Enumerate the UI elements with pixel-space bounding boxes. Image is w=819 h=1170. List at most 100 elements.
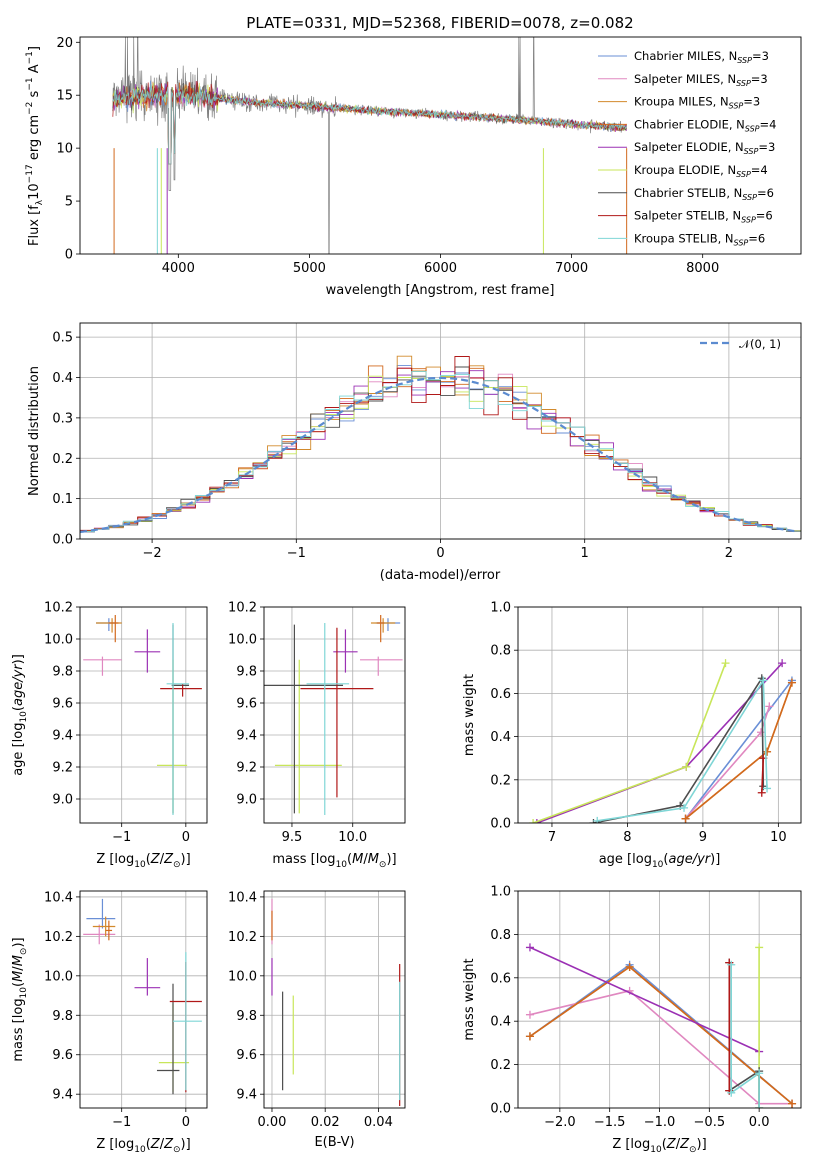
- y-tick-label: 0.0: [490, 817, 511, 832]
- y-tick-label: 10: [56, 142, 73, 157]
- y-tick-label: 9.6: [236, 1048, 257, 1063]
- y-tick-label: 0.8: [490, 928, 511, 943]
- weight-marker: [778, 659, 787, 668]
- x-tick-label: −1: [112, 1115, 131, 1130]
- y-tick-label: 0.1: [52, 492, 73, 507]
- y-axis-label: mass weight: [462, 958, 477, 1040]
- axes-frame: [263, 606, 406, 824]
- weight-marker: [682, 762, 691, 771]
- errorbar-chabrier-stelib: [156, 983, 180, 1095]
- weight-line: [684, 679, 793, 820]
- legend-entry: Kroupa ELODIE, NSSP=4: [634, 163, 768, 179]
- errorbar-chabrier-elodie: [377, 615, 385, 643]
- y-tick-label: 1.0: [490, 601, 511, 616]
- errorbar-kroupa-miles: [92, 916, 116, 937]
- axes-frame: [517, 890, 802, 1109]
- weight-marker: [763, 784, 772, 793]
- x-tick-label: 8: [623, 830, 631, 845]
- y-tick-label: 15: [56, 89, 73, 104]
- y-tick-label: 9.4: [52, 1088, 73, 1103]
- y-axis-label: age [log10(age/yr)]: [11, 654, 29, 776]
- mass-vs-metallicity-panel: −1 0 9.4 9.6 9.8 10.0 10.2 10.4 Z [log10(Z/Z⊙)] m…: [11, 890, 208, 1155]
- weight-marker: [763, 747, 772, 756]
- weight-line-chabrier-elodie: [525, 962, 797, 1108]
- y-tick-label: 0.5: [52, 331, 73, 346]
- y-tick-label: 9.6: [52, 697, 73, 712]
- errorbar-kroupa-stelib: [173, 952, 202, 1091]
- x-tick-label: 9.5: [282, 830, 303, 845]
- weight-line: [529, 965, 793, 1105]
- x-axis-label: E(B-V): [314, 1135, 354, 1150]
- weight-marker: [532, 819, 541, 823]
- errorbar-salpeter-miles: [83, 924, 116, 945]
- y-tick-label: 9.8: [236, 1009, 257, 1024]
- x-axis-label: (data-model)/error: [380, 568, 501, 583]
- y-tick-label: 10.4: [228, 890, 257, 905]
- weight-marker: [525, 943, 534, 952]
- errorbar-chabrier-stelib: [264, 624, 344, 814]
- y-tick-label: 1.0: [490, 885, 511, 900]
- weight-line-salpeter-elodie: [532, 659, 787, 823]
- errorbar-kroupa-elodie: [274, 659, 342, 814]
- weight-line: [529, 963, 793, 1105]
- legend-entry: Salpeter ELODIE, NSSP=3: [634, 140, 775, 156]
- y-tick-label: 9.6: [52, 1048, 73, 1063]
- plot-area: [112, 37, 628, 254]
- weight-marker: [787, 678, 796, 687]
- y-tick-label: 9.2: [52, 761, 73, 776]
- x-tick-label: 6000: [424, 261, 457, 276]
- weight-line-salpeter-elodie: [525, 943, 764, 1056]
- y-tick-label: 9.4: [52, 729, 73, 744]
- axes-frame: [79, 36, 802, 255]
- y-tick-label: 0: [65, 248, 73, 263]
- y-tick-label: 10.0: [228, 969, 257, 984]
- y-tick-label: 10.0: [44, 969, 73, 984]
- errorbar-kroupa-elodie: [158, 1003, 190, 1093]
- grid-lines: [264, 891, 405, 1108]
- residuals-panel: −2 −1 0 1 2 0.0 0.1 0.2 0.3 0.4 0.5 𝒩(0, 1) (data-mo…: [27, 322, 802, 583]
- x-tick-label: 0: [182, 1115, 190, 1130]
- grid-lines: [80, 891, 207, 1108]
- plot-area: [80, 355, 801, 533]
- x-tick-label: −0.5: [694, 1115, 726, 1130]
- weight-marker: [765, 702, 774, 711]
- y-tick-label: 0.6: [490, 687, 511, 702]
- weight-line: [730, 964, 760, 1108]
- weight-marker: [727, 1088, 736, 1097]
- weight-line-chabrier-stelib: [589, 674, 768, 823]
- weight-line-kroupa-elodie: [529, 659, 730, 823]
- normal-distribution-curve: [80, 376, 799, 533]
- y-tick-label: 10.2: [44, 930, 73, 945]
- weight-marker: [681, 814, 690, 823]
- y-tick-label: 0.3: [52, 411, 73, 426]
- y-tick-label: 10.0: [44, 633, 73, 648]
- weight-line-salpeter-miles: [681, 702, 774, 823]
- x-tick-label: 1: [581, 546, 589, 561]
- y-tick-label: 0.0: [52, 533, 73, 548]
- x-tick-label: 4000: [162, 261, 195, 276]
- y-tick-label: 9.2: [236, 761, 257, 776]
- weight-line-salpeter-miles: [525, 986, 797, 1108]
- weight-marker: [757, 728, 766, 737]
- x-tick-label: 0.02: [311, 1115, 340, 1130]
- legend-entry: Chabrier MILES, NSSP=3: [634, 49, 769, 65]
- y-axis-label: Flux [fλ10−17 erg cm−2 s−1 A−1]: [25, 46, 45, 246]
- weight-vs-metallicity-panel: −2.0 −1.5 −1.0 −0.5 0.0 0.0 0.2 0.4 0.6 0.8 1.0 Z […: [462, 885, 802, 1155]
- y-tick-label: 9.8: [236, 665, 257, 680]
- residual-histogram-salpeter-stelib: [80, 356, 801, 532]
- errorbar-salpeter-stelib: [160, 683, 202, 697]
- y-tick-label: 10.2: [44, 601, 73, 616]
- grid-lines: [264, 606, 405, 823]
- errorbar-chabrier-elodie: [105, 920, 113, 941]
- axes-frame: [517, 606, 802, 824]
- y-tick-label: 5: [65, 195, 73, 210]
- observed-spectrum-line: [112, 37, 627, 254]
- errorbar-salpeter-elodie: [134, 629, 161, 673]
- x-axis-label: wavelength [Angstrom, rest frame]: [326, 283, 555, 298]
- weight-marker: [680, 803, 689, 812]
- weight-line: [728, 962, 760, 1108]
- legend-entry: Chabrier ELODIE, NSSP=4: [634, 117, 776, 133]
- age-vs-mass-panel: 9.5 10.0 9.0 9.2 9.4 9.6 9.8 10.0 10.2 mass [log1…: [228, 601, 406, 870]
- x-tick-label: 0.00: [258, 1115, 287, 1130]
- errorbar-kroupa-stelib: [166, 623, 190, 815]
